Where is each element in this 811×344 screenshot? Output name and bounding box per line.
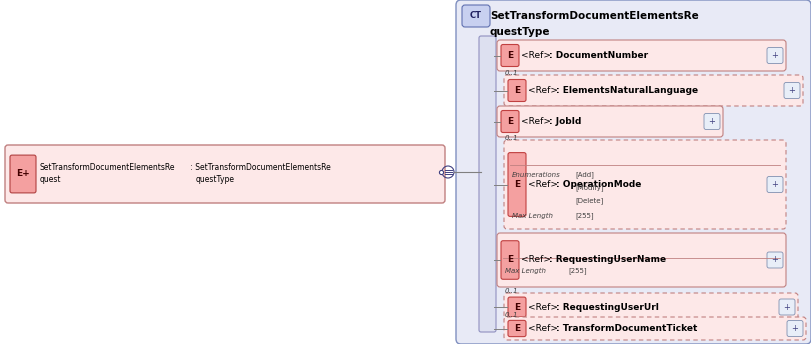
FancyBboxPatch shape (779, 299, 795, 315)
Text: E: E (514, 180, 520, 189)
FancyBboxPatch shape (5, 145, 445, 203)
Text: E: E (507, 256, 513, 265)
FancyBboxPatch shape (508, 320, 526, 337)
FancyBboxPatch shape (501, 44, 519, 66)
FancyBboxPatch shape (504, 293, 798, 321)
FancyBboxPatch shape (767, 176, 783, 193)
FancyBboxPatch shape (508, 79, 526, 101)
Text: : TransformDocumentTicket: : TransformDocumentTicket (556, 324, 697, 333)
Text: 0..1: 0..1 (505, 135, 518, 141)
FancyBboxPatch shape (767, 47, 783, 64)
Text: SetTransformDocumentElementsRe: SetTransformDocumentElementsRe (40, 163, 175, 172)
Text: E: E (507, 51, 513, 60)
Text: [Add]: [Add] (575, 172, 594, 179)
Text: SetTransformDocumentElementsRe: SetTransformDocumentElementsRe (490, 11, 699, 21)
Text: : SetTransformDocumentElementsRe: : SetTransformDocumentElementsRe (188, 163, 331, 172)
Text: <Ref>: <Ref> (528, 324, 558, 333)
Text: <Ref>: <Ref> (528, 302, 558, 312)
FancyBboxPatch shape (501, 241, 519, 279)
Text: <Ref>: <Ref> (521, 256, 551, 265)
Text: [255]: [255] (575, 213, 594, 219)
Text: +: + (771, 256, 779, 265)
FancyBboxPatch shape (767, 252, 783, 268)
Text: +: + (792, 324, 799, 333)
Text: E+: E+ (16, 170, 30, 179)
Text: +: + (788, 86, 796, 95)
Text: +: + (709, 117, 715, 126)
Text: <Ref>: <Ref> (521, 51, 551, 60)
Text: <Ref>: <Ref> (521, 117, 551, 126)
FancyBboxPatch shape (497, 106, 723, 137)
Text: quest: quest (40, 175, 62, 184)
Text: E: E (514, 324, 520, 333)
FancyBboxPatch shape (497, 40, 786, 71)
FancyBboxPatch shape (479, 36, 496, 332)
FancyBboxPatch shape (784, 83, 800, 98)
FancyBboxPatch shape (501, 110, 519, 132)
FancyBboxPatch shape (462, 5, 490, 27)
Text: : ElementsNaturalLanguage: : ElementsNaturalLanguage (556, 86, 698, 95)
FancyBboxPatch shape (10, 155, 36, 193)
Text: : JobId: : JobId (549, 117, 581, 126)
Text: questType: questType (490, 27, 551, 37)
FancyBboxPatch shape (704, 114, 720, 129)
Text: 0..1: 0..1 (505, 312, 518, 318)
FancyBboxPatch shape (508, 153, 526, 216)
Text: 0..1: 0..1 (505, 70, 518, 76)
FancyBboxPatch shape (504, 75, 803, 106)
Text: questType: questType (196, 175, 235, 184)
Text: E: E (507, 117, 513, 126)
Text: E: E (514, 302, 520, 312)
Text: CT: CT (470, 11, 482, 21)
Text: [Modify]: [Modify] (575, 185, 603, 191)
FancyBboxPatch shape (504, 140, 786, 229)
Text: : RequestingUserUrl: : RequestingUserUrl (556, 302, 659, 312)
Text: +: + (771, 51, 779, 60)
Text: : DocumentNumber: : DocumentNumber (549, 51, 648, 60)
FancyBboxPatch shape (508, 297, 526, 317)
FancyBboxPatch shape (497, 233, 786, 287)
Text: [255]: [255] (568, 268, 586, 275)
Text: : OperationMode: : OperationMode (556, 180, 642, 189)
Text: Max Length: Max Length (505, 268, 546, 274)
FancyBboxPatch shape (504, 317, 806, 340)
Text: 0..1: 0..1 (505, 288, 518, 294)
FancyBboxPatch shape (787, 321, 803, 336)
Text: +: + (783, 302, 791, 312)
Text: : RequestingUserName: : RequestingUserName (549, 256, 666, 265)
Text: <Ref>: <Ref> (528, 180, 558, 189)
Text: Enumerations: Enumerations (512, 172, 560, 178)
Text: Max Length: Max Length (512, 213, 553, 219)
Text: E: E (514, 86, 520, 95)
Text: [Delete]: [Delete] (575, 197, 603, 204)
Text: +: + (771, 180, 779, 189)
FancyBboxPatch shape (456, 0, 811, 344)
Text: <Ref>: <Ref> (528, 86, 558, 95)
